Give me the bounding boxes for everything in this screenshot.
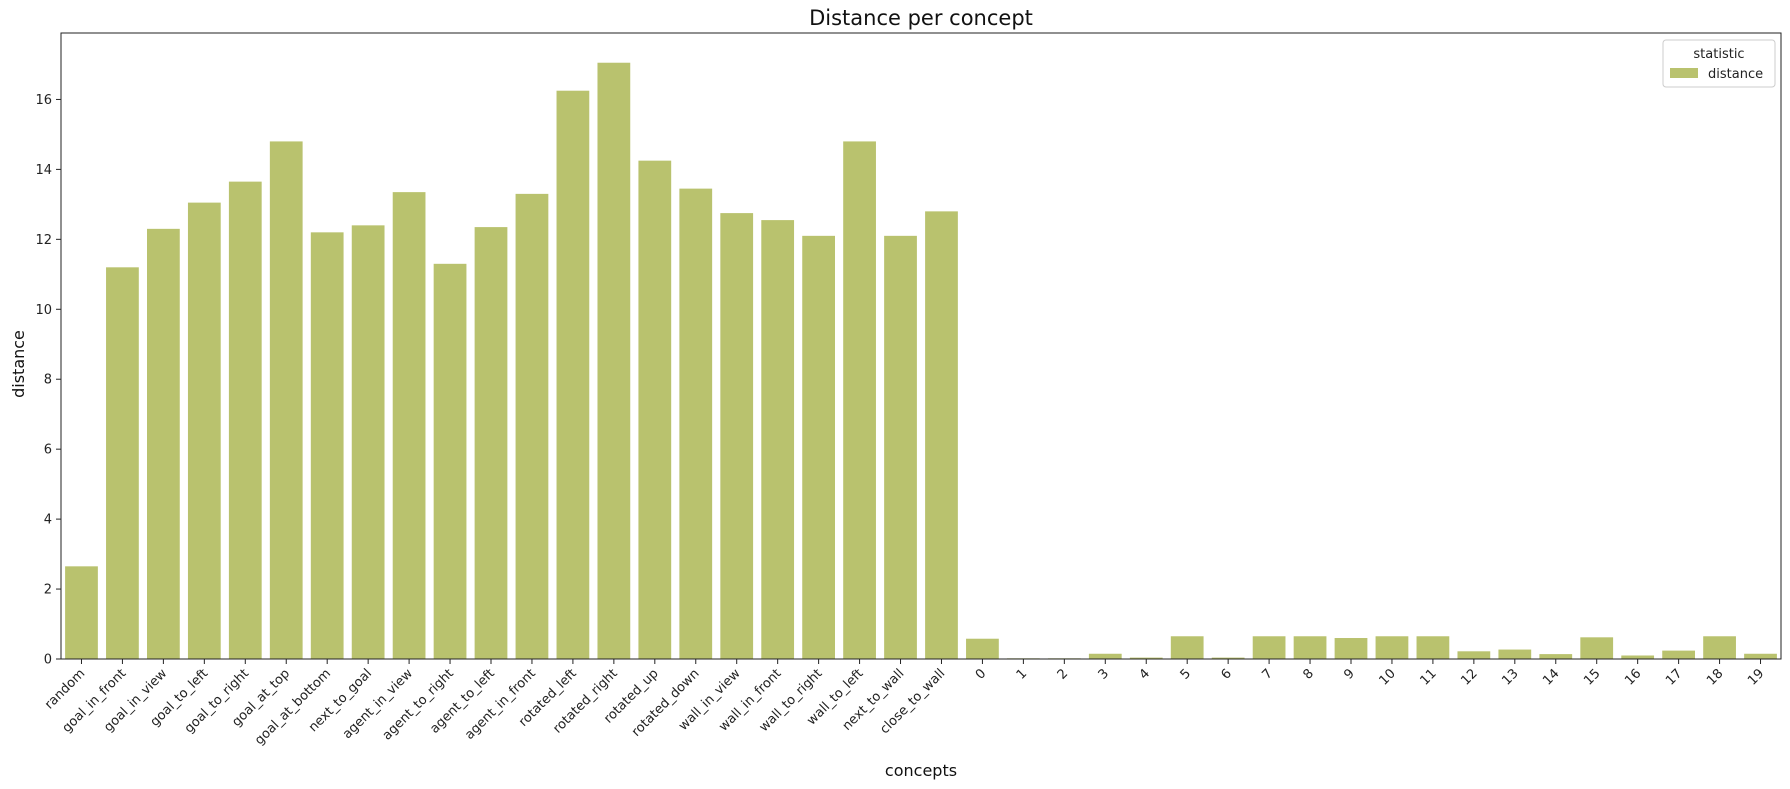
x-tick-label-agent_in_front: agent_in_front: [462, 666, 539, 743]
x-axis-label: concepts: [885, 761, 957, 780]
x-tick-label-1: 1: [1014, 666, 1030, 682]
bar-goal_in_front: [106, 267, 139, 659]
x-tick-label-11: 11: [1417, 666, 1439, 688]
bar-goal_at_bottom: [310, 232, 344, 660]
bar-0: [966, 638, 999, 659]
bar-random: [65, 566, 98, 659]
bar-wall_in_front: [761, 220, 795, 659]
bar-16: [1621, 655, 1655, 659]
bar-rotated_left: [556, 90, 590, 659]
bar-14: [1539, 654, 1573, 659]
bar-15: [1580, 637, 1614, 659]
x-tick-label-5: 5: [1178, 666, 1194, 682]
y-tick-label-8: 8: [44, 373, 52, 388]
x-tick-label-3: 3: [1096, 666, 1112, 682]
plot-area: randomgoal_in_frontgoal_in_viewgoal_to_l…: [35, 32, 1782, 748]
chart-title: Distance per concept: [809, 6, 1033, 30]
bar-agent_to_left: [474, 227, 508, 659]
bar-19: [1744, 653, 1777, 659]
bar-4: [1129, 657, 1163, 659]
y-tick-label-10: 10: [35, 303, 52, 318]
bar-17: [1662, 650, 1695, 659]
bar-wall_to_left: [843, 141, 876, 660]
x-tick-label-16: 16: [1622, 666, 1644, 688]
x-tick-label-14: 14: [1540, 666, 1562, 688]
bar-rotated_up: [638, 160, 672, 659]
x-tick-label-17: 17: [1663, 666, 1685, 688]
x-tick-label-10: 10: [1376, 666, 1398, 688]
bar-13: [1498, 649, 1532, 659]
bar-agent_to_right: [433, 263, 467, 659]
bar-8: [1293, 636, 1327, 659]
y-axis-label: distance: [9, 330, 28, 398]
bar-6: [1211, 657, 1245, 659]
x-tick-label-0: 0: [973, 666, 989, 682]
x-tick-label-agent_to_right: agent_to_right: [380, 666, 457, 743]
bar-rotated_right: [597, 62, 631, 659]
legend-entry-distance: distance: [1708, 67, 1763, 82]
y-tick-label-4: 4: [44, 513, 52, 528]
bar-11: [1416, 636, 1450, 659]
x-tick-label-19: 19: [1745, 666, 1767, 688]
legend-swatch: [1670, 68, 1698, 78]
plot-frame: [60, 32, 1782, 660]
bar-rotated_down: [679, 188, 713, 659]
legend: statistic distance: [1662, 39, 1776, 88]
bar-close_to_wall: [925, 211, 958, 659]
bar-5: [1170, 636, 1204, 659]
bar-goal_to_left: [187, 202, 221, 659]
x-tick-label-15: 15: [1581, 666, 1603, 688]
bar-9: [1334, 638, 1368, 659]
bar-18: [1703, 636, 1736, 659]
x-tick-label-6: 6: [1219, 666, 1235, 682]
y-tick-label-2: 2: [44, 583, 52, 598]
x-tick-label-9: 9: [1341, 666, 1357, 682]
bar-goal_in_view: [147, 228, 180, 660]
bar-agent_in_front: [515, 193, 549, 659]
x-tick-label-12: 12: [1458, 666, 1480, 688]
y-tick-label-12: 12: [35, 233, 52, 248]
x-tick-label-18: 18: [1704, 666, 1726, 688]
bar-next_to_wall: [884, 235, 917, 659]
x-tick-label-4: 4: [1137, 666, 1153, 682]
x-tick-label-7: 7: [1259, 666, 1275, 682]
x-tick-label-agent_in_view: agent_in_view: [340, 666, 416, 742]
bar-next_to_goal: [351, 225, 385, 659]
bar-12: [1457, 651, 1491, 659]
bar-7: [1252, 636, 1286, 659]
x-tick-label-goal_at_bottom: goal_at_bottom: [252, 666, 334, 748]
bar-agent_in_view: [392, 192, 426, 659]
bar-10: [1375, 636, 1409, 659]
x-tick-label-8: 8: [1300, 666, 1316, 682]
y-tick-label-14: 14: [35, 163, 52, 178]
bar-wall_in_view: [720, 213, 754, 659]
y-tick-label-0: 0: [44, 653, 52, 668]
y-tick-label-16: 16: [35, 93, 52, 108]
y-tick-label-6: 6: [44, 443, 52, 458]
bar-goal_to_right: [228, 181, 262, 659]
legend-title: statistic: [1693, 47, 1744, 62]
x-tick-label-13: 13: [1499, 666, 1521, 688]
bar-3: [1088, 653, 1122, 659]
x-tick-label-2: 2: [1055, 666, 1071, 682]
bar-goal_at_top: [269, 141, 303, 660]
bar-wall_to_right: [802, 235, 835, 659]
